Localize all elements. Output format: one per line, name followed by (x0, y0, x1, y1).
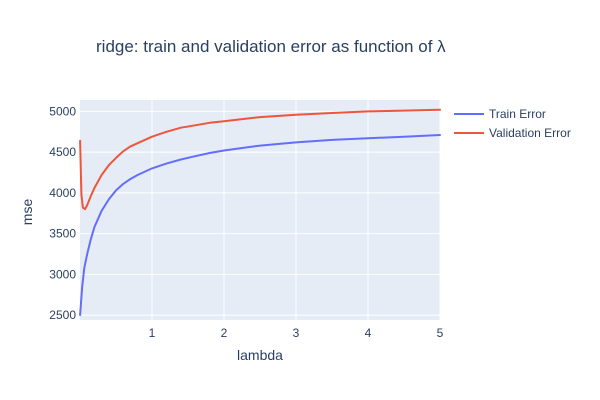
x-tick-label: 1 (149, 326, 156, 340)
legend-item-train-error[interactable]: Train Error (454, 107, 546, 121)
y-tick-label: 2500 (49, 308, 76, 322)
series-layer (79, 108, 441, 317)
y-tick-label: 4000 (49, 186, 76, 200)
y-tick-label: 3000 (49, 267, 76, 281)
legend[interactable]: Train Error Validation Error (454, 107, 571, 140)
y-tick-label: 5000 (49, 104, 76, 118)
x-tick-label: 5 (437, 326, 444, 340)
x-axis-title: lambda (237, 347, 283, 363)
gridlines (80, 100, 441, 320)
y-axis-title: mse (19, 199, 35, 226)
tick-labels: 2500 3000 3500 4000 4500 5000 1 2 3 4 5 (49, 104, 443, 340)
series-line-train-error (79, 134, 441, 317)
legend-label: Train Error (489, 107, 546, 121)
y-tick-label: 4500 (49, 145, 76, 159)
plot-area (80, 100, 440, 320)
x-tick-label: 3 (293, 326, 300, 340)
legend-item-validation-error[interactable]: Validation Error (454, 126, 571, 140)
y-tick-label: 3500 (49, 227, 76, 241)
chart-title: ridge: train and validation error as fun… (96, 37, 446, 56)
series-line-validation-error (79, 108, 441, 211)
x-tick-label: 4 (365, 326, 372, 340)
legend-label: Validation Error (489, 126, 571, 140)
x-tick-label: 2 (221, 326, 228, 340)
